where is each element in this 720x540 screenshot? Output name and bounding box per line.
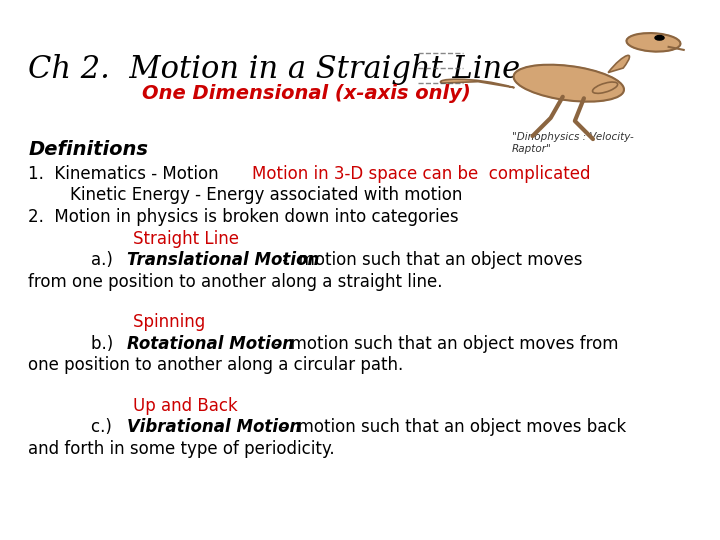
Text: Kinetic Energy - Energy associated with motion: Kinetic Energy - Energy associated with … [28, 186, 463, 204]
Text: -  motion such that an object moves: - motion such that an object moves [277, 251, 582, 269]
Text: c.): c.) [28, 418, 123, 436]
PathPatch shape [441, 79, 514, 87]
Text: Definitions: Definitions [28, 140, 148, 159]
Text: and forth in some type of periodicity.: and forth in some type of periodicity. [28, 440, 335, 458]
Text: 1.  Kinematics - Motion: 1. Kinematics - Motion [28, 165, 230, 183]
Text: Rotational Motion: Rotational Motion [127, 335, 294, 353]
Text: 2.  Motion in physics is broken down into categories: 2. Motion in physics is broken down into… [28, 208, 459, 226]
Text: Straight Line: Straight Line [28, 230, 240, 247]
Text: one position to another along a circular path.: one position to another along a circular… [28, 356, 404, 374]
Text: Vibrational Motion: Vibrational Motion [127, 418, 301, 436]
Text: a.): a.) [28, 251, 124, 269]
Ellipse shape [626, 33, 680, 52]
Text: b.): b.) [28, 335, 124, 353]
Text: Ch 2.  Motion in a Straight Line: Ch 2. Motion in a Straight Line [28, 54, 521, 85]
Text: Spinning: Spinning [28, 313, 206, 331]
Text: -  motion such that an object moves back: - motion such that an object moves back [276, 418, 626, 436]
Text: "Dinophysics : Velocity-
Raptor": "Dinophysics : Velocity- Raptor" [512, 132, 634, 154]
Text: Translational Motion: Translational Motion [127, 251, 319, 269]
Text: Motion in 3-D space can be  complicated: Motion in 3-D space can be complicated [252, 165, 591, 183]
Circle shape [655, 36, 664, 40]
Text: -  motion such that an object moves from: - motion such that an object moves from [269, 335, 618, 353]
Ellipse shape [513, 65, 624, 102]
Text: One Dimensional (x-axis only): One Dimensional (x-axis only) [142, 84, 471, 103]
Text: Up and Back: Up and Back [28, 397, 238, 415]
PathPatch shape [608, 56, 629, 72]
Ellipse shape [593, 82, 618, 93]
Text: from one position to another along a straight line.: from one position to another along a str… [28, 273, 443, 291]
